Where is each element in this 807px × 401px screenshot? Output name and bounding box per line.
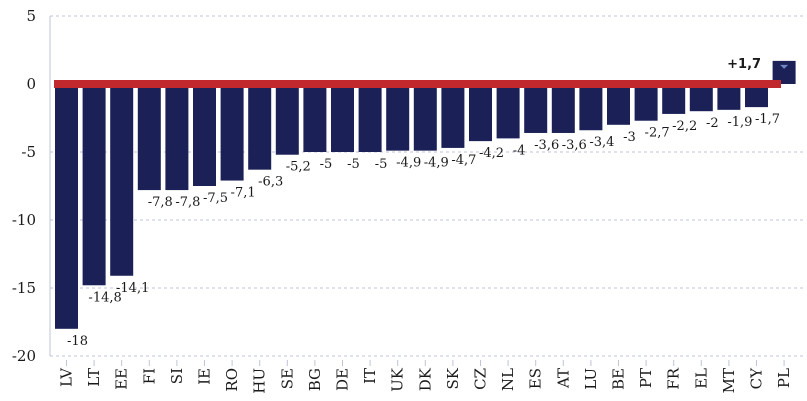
data-label: -2,7 bbox=[645, 126, 670, 141]
bar-dk bbox=[413, 84, 437, 151]
bar-pt bbox=[634, 84, 658, 121]
data-label: -7,5 bbox=[203, 191, 228, 206]
x-tick-label: PT bbox=[637, 368, 655, 388]
y-tick-label: -5 bbox=[21, 143, 36, 161]
x-tick-label: LU bbox=[582, 368, 600, 390]
x-tick-label: LT bbox=[85, 368, 103, 387]
y-tick-label: -20 bbox=[12, 347, 36, 365]
x-tick-label: CZ bbox=[472, 368, 490, 390]
data-label: -18 bbox=[67, 334, 88, 349]
x-tick-label: ES bbox=[527, 368, 545, 389]
data-label: -4 bbox=[513, 143, 526, 158]
data-label: -4,9 bbox=[396, 156, 421, 171]
data-label: -14,1 bbox=[116, 281, 149, 296]
y-tick-label: -10 bbox=[12, 211, 36, 229]
x-tick-label: HU bbox=[251, 368, 269, 394]
data-label: -7,1 bbox=[231, 186, 256, 201]
bar-de bbox=[331, 84, 354, 152]
x-tick-label: RO bbox=[223, 368, 241, 392]
data-label: -5 bbox=[347, 157, 360, 172]
bar-fi bbox=[137, 84, 161, 191]
x-tick-label: EE bbox=[113, 368, 131, 390]
x-tick-label: LV bbox=[58, 367, 76, 387]
bar-uk bbox=[386, 84, 410, 151]
y-tick-label: -15 bbox=[12, 279, 36, 297]
bars bbox=[55, 60, 796, 329]
bar-se bbox=[275, 84, 299, 155]
data-label: -14,8 bbox=[88, 290, 121, 305]
bar-bg bbox=[303, 84, 327, 152]
bar-pl bbox=[772, 60, 796, 84]
data-label: -6,3 bbox=[258, 175, 283, 190]
x-tick-label: IT bbox=[361, 368, 379, 384]
bar-cy bbox=[745, 84, 768, 108]
data-label: -5 bbox=[320, 157, 333, 172]
data-label: -3,4 bbox=[589, 135, 614, 150]
y-tick-label: 0 bbox=[26, 75, 36, 93]
x-tick-label: PL bbox=[775, 368, 793, 388]
data-label: -4,2 bbox=[479, 146, 504, 161]
x-tick-label: MT bbox=[720, 368, 738, 393]
bar-ee bbox=[110, 84, 134, 276]
bar-marker bbox=[780, 64, 789, 69]
data-label: -5 bbox=[375, 157, 388, 172]
bar-sk bbox=[441, 84, 465, 148]
y-axis: 5 0 -5 -10 -15 -20 bbox=[12, 7, 51, 365]
x-tick-label: EL bbox=[692, 368, 710, 389]
data-label: -4,9 bbox=[424, 156, 449, 171]
x-tick-label: IE bbox=[196, 368, 214, 385]
zero-reference-line bbox=[54, 80, 781, 88]
bar-hu bbox=[248, 84, 272, 170]
x-tick-label: SK bbox=[444, 367, 462, 389]
gridlines bbox=[50, 15, 805, 357]
zero-line bbox=[54, 80, 781, 88]
data-label: +1,7 bbox=[727, 57, 761, 72]
bar-lv bbox=[55, 84, 78, 329]
data-labels: -18-14,8-14,1-7,8 -7,8 -7,5 -7,1-6,3-5,2 -5-… bbox=[67, 57, 780, 349]
x-tick-label: BE bbox=[610, 368, 628, 390]
bar-ro bbox=[220, 84, 244, 181]
data-label: -1,9 bbox=[727, 115, 752, 130]
bar-cz bbox=[469, 84, 492, 142]
bar-si bbox=[165, 84, 189, 191]
bar-be bbox=[607, 84, 630, 125]
bar-el bbox=[689, 84, 713, 112]
data-label: -2,2 bbox=[672, 119, 697, 134]
bar-es bbox=[524, 84, 548, 133]
data-label: -5,2 bbox=[286, 160, 311, 175]
x-tick-label: UK bbox=[389, 367, 407, 392]
y-tick-label: 5 bbox=[26, 7, 36, 25]
x-tick-label: FI bbox=[140, 368, 158, 384]
data-label: -3 bbox=[623, 130, 636, 145]
x-tick-label: NL bbox=[499, 368, 517, 391]
bar-it bbox=[358, 84, 382, 152]
x-tick-label: SE bbox=[278, 368, 296, 389]
x-axis: LV LT EE FI SI IE RO HU SE BG DE IT UK DK SK CZ NL ES AT LU… bbox=[58, 360, 793, 394]
x-tick-label: CY bbox=[748, 367, 766, 389]
x-tick-label: DE bbox=[334, 368, 352, 391]
data-label: -3,6 bbox=[534, 138, 559, 153]
x-tick-label: BG bbox=[306, 368, 324, 391]
x-tick-label: AT bbox=[554, 368, 572, 389]
bar-fr bbox=[662, 84, 686, 114]
bar-nl bbox=[496, 84, 520, 139]
data-label: -1,7 bbox=[755, 112, 780, 127]
bar-lt bbox=[82, 84, 106, 286]
data-label: -2 bbox=[706, 116, 719, 131]
x-tick-label: FR bbox=[665, 367, 683, 389]
bar-mt bbox=[717, 84, 741, 110]
bar-at bbox=[551, 84, 575, 133]
data-label: -4,7 bbox=[451, 153, 476, 168]
bar-ie bbox=[193, 84, 216, 186]
data-label: -7,8 bbox=[148, 195, 173, 210]
x-tick-label: SI bbox=[168, 368, 186, 384]
bar-lu bbox=[579, 84, 603, 131]
data-label: -7,8 bbox=[175, 195, 200, 210]
x-tick-label: DK bbox=[416, 367, 434, 391]
data-label: -3,6 bbox=[562, 138, 587, 153]
